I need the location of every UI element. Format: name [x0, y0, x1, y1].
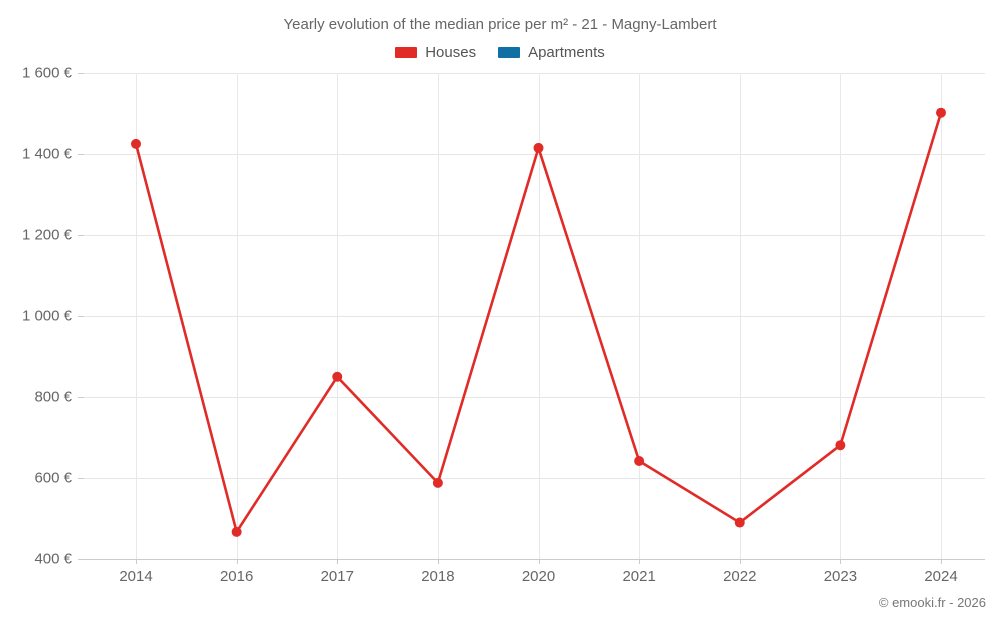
legend-swatch-icon: [498, 47, 521, 58]
data-point-marker[interactable]: [634, 455, 645, 466]
chart-legend: Houses Apartments: [0, 44, 1000, 61]
data-point-marker[interactable]: [131, 138, 141, 149]
data-point-marker[interactable]: [332, 371, 343, 382]
gridline-vertical: [236, 73, 238, 559]
gridline-horizontal: [84, 478, 985, 479]
chart-title: Yearly evolution of the median price per…: [283, 16, 717, 33]
data-point-marker[interactable]: [231, 526, 242, 537]
gridline-horizontal: [84, 397, 985, 398]
gridline-horizontal: [84, 73, 985, 74]
gridline-horizontal: [84, 235, 985, 236]
data-point-marker[interactable]: [835, 440, 846, 451]
gridline-vertical: [437, 73, 439, 559]
legend-label: Apartments: [528, 44, 605, 61]
data-point-marker[interactable]: [533, 142, 544, 153]
x-axis-line: [84, 559, 985, 560]
series-line-houses: [134, 111, 943, 534]
gridline-vertical: [739, 73, 741, 559]
gridline-vertical: [840, 73, 842, 559]
gridline-horizontal: [84, 154, 985, 155]
gridline-horizontal: [84, 316, 985, 317]
gridline-vertical: [538, 73, 540, 559]
gridline-vertical: [639, 73, 641, 559]
data-point-marker[interactable]: [734, 517, 745, 528]
legend-label: Houses: [425, 44, 477, 61]
gridline-vertical: [136, 73, 137, 559]
data-point-marker[interactable]: [936, 107, 946, 118]
gridline-vertical: [337, 73, 339, 559]
legend-item-apartments[interactable]: Apartments: [498, 44, 605, 61]
legend-item-houses[interactable]: Houses: [395, 44, 476, 61]
legend-swatch-icon: [395, 47, 418, 58]
data-point-marker[interactable]: [432, 477, 443, 488]
gridline-vertical: [941, 73, 942, 559]
copyright-credit: © emooki.fr - 2026: [878, 595, 986, 610]
